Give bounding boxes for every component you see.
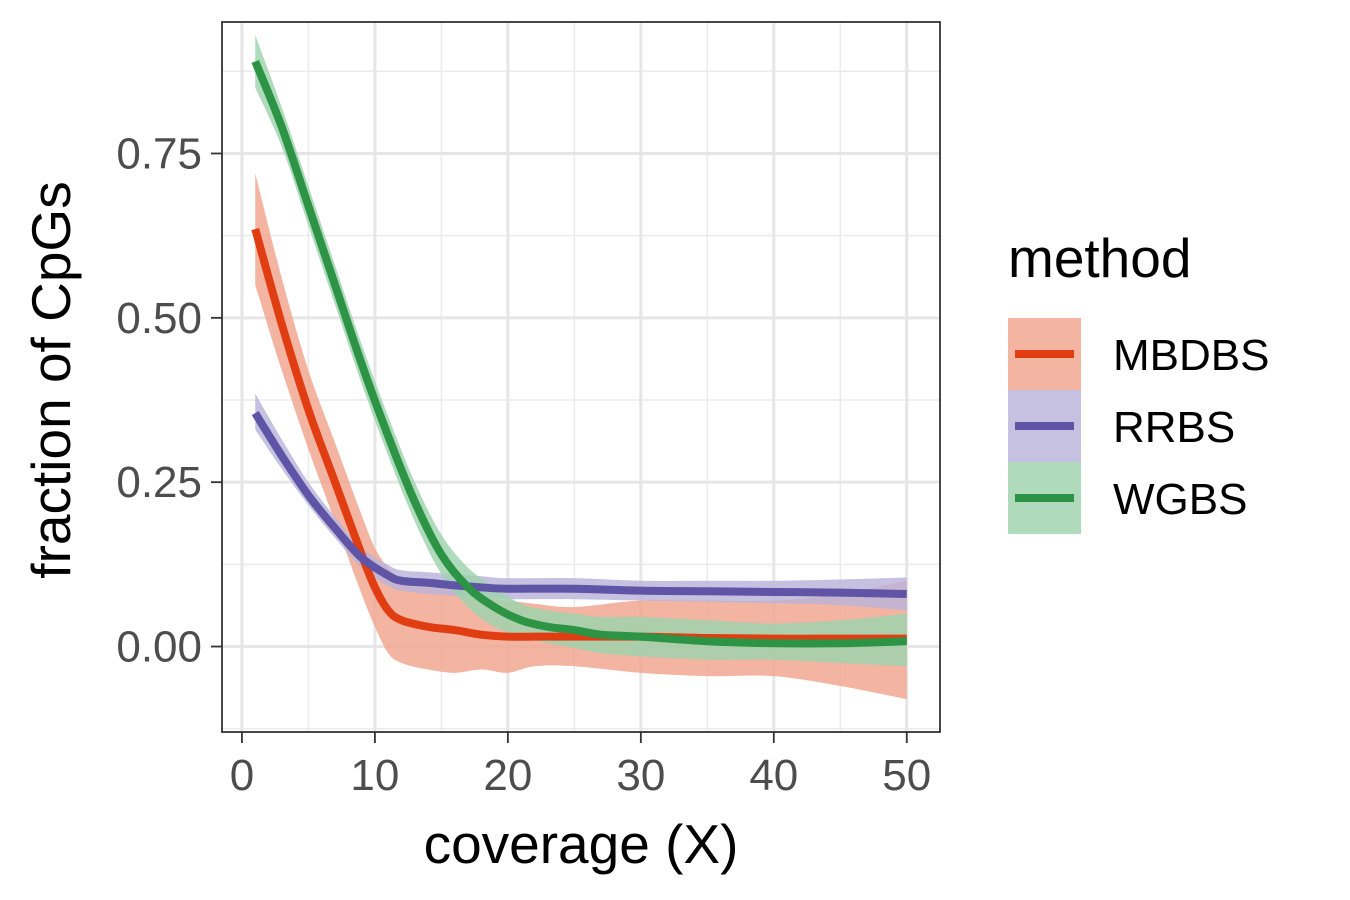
panel-border bbox=[221, 21, 941, 733]
legend: method MBDBS RRBS WGBS bbox=[1008, 227, 1269, 534]
x-tick-label: 40 bbox=[749, 751, 798, 800]
x-axis-title: coverage (X) bbox=[424, 813, 739, 875]
y-axis: 0.00 0.25 0.50 0.75 bbox=[116, 129, 222, 672]
y-axis-title: fraction of CpGs bbox=[20, 181, 82, 578]
x-axis: 0 10 20 30 40 50 bbox=[230, 732, 931, 800]
x-tick-label: 50 bbox=[882, 751, 931, 800]
y-tick-label: 0.25 bbox=[116, 458, 202, 507]
y-tick-label: 0.50 bbox=[116, 294, 202, 343]
y-tick-label: 0.00 bbox=[116, 623, 202, 672]
x-tick-label: 20 bbox=[483, 751, 532, 800]
grid-minor bbox=[222, 22, 940, 732]
y-tick-label: 0.75 bbox=[116, 129, 202, 178]
legend-label-rrbs: RRBS bbox=[1113, 403, 1235, 452]
legend-label-wgbs: WGBS bbox=[1113, 475, 1247, 524]
x-tick-label: 0 bbox=[230, 751, 254, 800]
series-lines bbox=[251, 59, 907, 648]
x-tick-label: 10 bbox=[350, 751, 399, 800]
line-wgbs bbox=[251, 59, 907, 648]
legend-label-mbdbs: MBDBS bbox=[1113, 331, 1269, 380]
x-tick-label: 30 bbox=[616, 751, 665, 800]
legend-title: method bbox=[1008, 227, 1191, 289]
